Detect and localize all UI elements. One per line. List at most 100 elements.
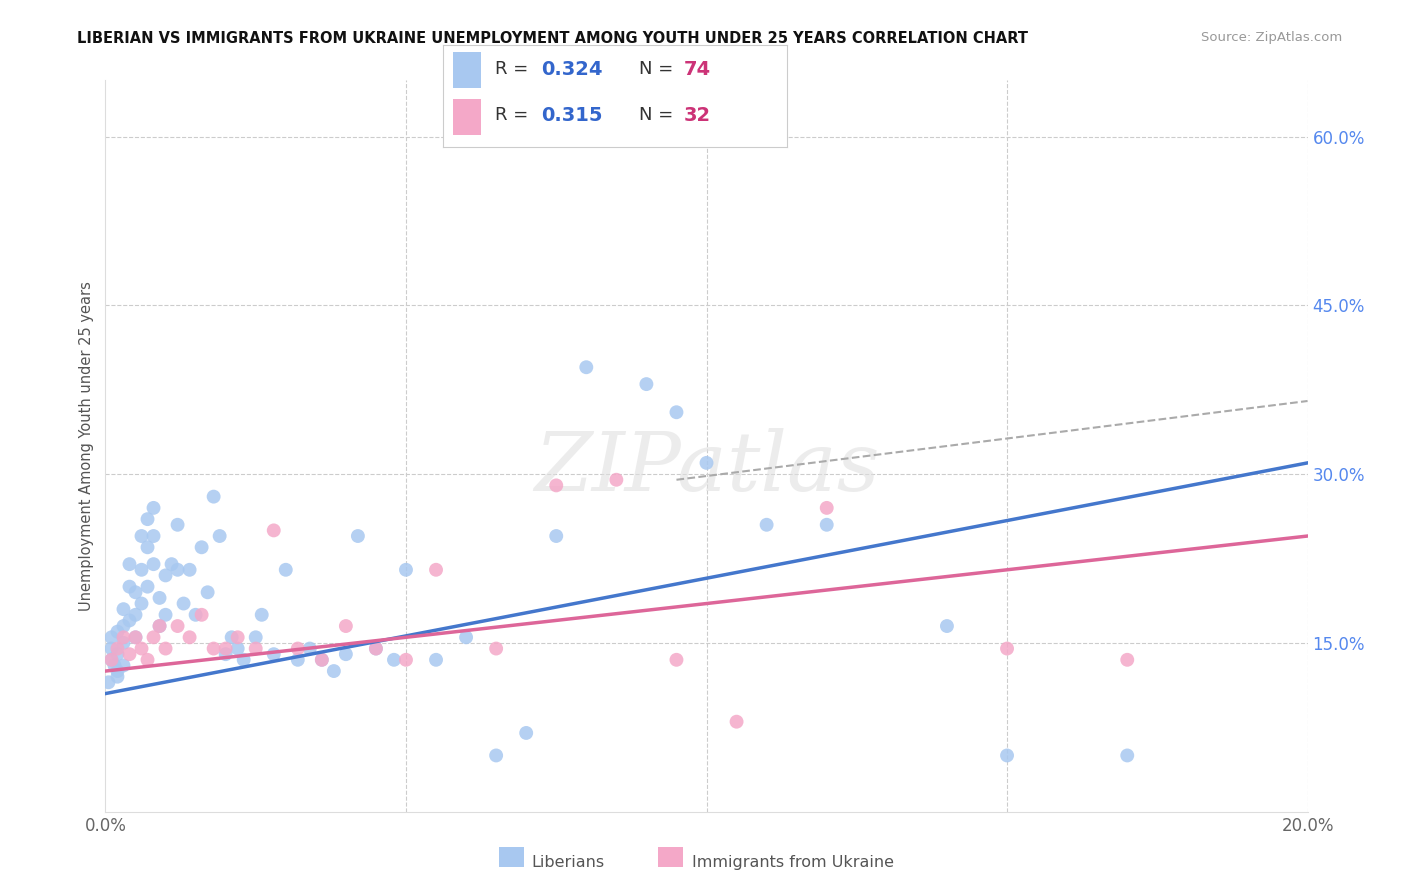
Point — [136, 512, 159, 526]
Point — [395, 653, 418, 667]
Point — [160, 557, 183, 571]
Point — [155, 568, 177, 582]
Point — [107, 670, 129, 684]
Text: Liberians: Liberians — [531, 855, 605, 870]
Point — [142, 630, 165, 644]
Point — [815, 517, 838, 532]
Point — [112, 630, 135, 644]
Point — [142, 529, 165, 543]
Point — [100, 653, 122, 667]
Point — [166, 517, 188, 532]
Point — [221, 630, 243, 644]
Point — [107, 664, 129, 678]
Point — [636, 377, 658, 392]
Point — [287, 641, 309, 656]
Point — [815, 500, 838, 515]
Point — [263, 524, 285, 538]
Point — [456, 630, 478, 644]
Text: 0.324: 0.324 — [541, 60, 603, 78]
Point — [515, 726, 537, 740]
Point — [263, 647, 285, 661]
Point — [166, 563, 188, 577]
Point — [311, 653, 333, 667]
Point — [118, 647, 141, 661]
Bar — [453, 52, 481, 87]
Point — [335, 647, 357, 661]
Point — [118, 614, 141, 628]
Point — [131, 641, 153, 656]
Point — [364, 641, 387, 656]
Point — [179, 563, 201, 577]
Bar — [453, 99, 481, 135]
Point — [395, 563, 418, 577]
Point — [107, 647, 129, 661]
Point — [274, 563, 297, 577]
Text: 0.315: 0.315 — [541, 106, 603, 125]
Point — [179, 630, 201, 644]
Point — [605, 473, 627, 487]
Point — [208, 529, 231, 543]
Point — [112, 636, 135, 650]
Point — [100, 630, 122, 644]
Point — [148, 619, 170, 633]
Point — [1116, 653, 1139, 667]
Point — [226, 641, 249, 656]
Point — [214, 647, 236, 661]
Point — [995, 748, 1018, 763]
Point — [197, 585, 219, 599]
Point — [131, 597, 153, 611]
Text: LIBERIAN VS IMMIGRANTS FROM UKRAINE UNEMPLOYMENT AMONG YOUTH UNDER 25 YEARS CORR: LIBERIAN VS IMMIGRANTS FROM UKRAINE UNEM… — [77, 31, 1028, 46]
Point — [124, 630, 146, 644]
Point — [936, 619, 959, 633]
Point — [190, 607, 212, 622]
Point — [124, 607, 146, 622]
Point — [485, 748, 508, 763]
Point — [136, 653, 159, 667]
Point — [136, 541, 159, 555]
Point — [546, 478, 568, 492]
Point — [202, 641, 225, 656]
Point — [124, 585, 146, 599]
Point — [1116, 748, 1139, 763]
Point — [232, 653, 254, 667]
Point — [173, 597, 195, 611]
Point — [142, 557, 165, 571]
Point — [112, 658, 135, 673]
Point — [546, 529, 568, 543]
Point — [136, 580, 159, 594]
Point — [118, 580, 141, 594]
Text: Source: ZipAtlas.com: Source: ZipAtlas.com — [1202, 31, 1343, 45]
Point — [103, 658, 125, 673]
Text: 32: 32 — [685, 106, 711, 125]
Point — [287, 653, 309, 667]
Point — [184, 607, 207, 622]
Point — [485, 641, 508, 656]
Point — [107, 641, 129, 656]
Point — [665, 653, 688, 667]
Point — [250, 607, 273, 622]
Point — [425, 563, 447, 577]
Point — [124, 630, 146, 644]
Text: ZIPatlas: ZIPatlas — [534, 428, 879, 508]
Point — [148, 619, 170, 633]
Point — [214, 641, 236, 656]
Point — [665, 405, 688, 419]
Point — [202, 490, 225, 504]
Point — [107, 624, 129, 639]
Point — [605, 129, 627, 144]
Point — [226, 630, 249, 644]
Text: R =: R = — [495, 61, 533, 78]
Point — [311, 653, 333, 667]
Point — [382, 653, 405, 667]
Point — [425, 653, 447, 667]
Point — [97, 675, 120, 690]
Point — [112, 619, 135, 633]
Point — [995, 641, 1018, 656]
Point — [142, 500, 165, 515]
Point — [364, 641, 387, 656]
Point — [100, 641, 122, 656]
Point — [166, 619, 188, 633]
Text: N =: N = — [640, 61, 679, 78]
Point — [148, 591, 170, 605]
Point — [298, 641, 321, 656]
